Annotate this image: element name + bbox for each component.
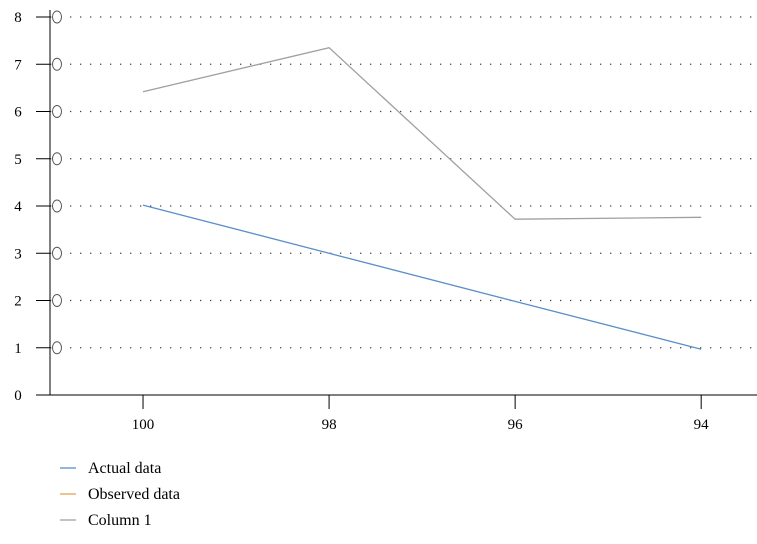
y-tick-label: 4: [14, 199, 22, 215]
y-axis-marker: [52, 199, 62, 213]
y-axis-marker: [52, 246, 62, 260]
legend-label: Observed data: [88, 486, 180, 503]
y-axis-marker: [52, 10, 62, 24]
legend-label: Actual data: [88, 460, 161, 477]
series-lines: [142, 46, 702, 350]
y-tick-label: 2: [14, 294, 22, 310]
x-tick-label: 98: [322, 417, 337, 433]
x-axis-ticks: 100 98 96 94: [132, 395, 709, 433]
y-axis-markers: [52, 10, 62, 355]
y-axis-marker: [52, 152, 62, 166]
y-axis-marker: [52, 294, 62, 307]
y-tick-label: 8: [14, 10, 22, 26]
y-axis-marker: [52, 341, 62, 355]
y-axis-marker: [52, 57, 62, 71]
y-tick-label: 0: [14, 388, 22, 404]
y-tick-label: 5: [14, 152, 22, 168]
legend: Actual data Observed data Column 1: [60, 460, 180, 529]
y-tick-label: 7: [14, 57, 22, 73]
axes: [49, 10, 757, 396]
y-tick-label: 1: [14, 341, 22, 357]
series-line-actual-data: [142, 204, 702, 350]
y-tick-label: 6: [14, 105, 22, 121]
y-axis-ticks: 0 1 2 3 4 5 6 7 8: [14, 10, 50, 404]
x-tick-label: 100: [132, 417, 155, 433]
x-tick-label: 94: [694, 417, 710, 433]
y-tick-label: 3: [14, 246, 22, 262]
y-axis-marker: [52, 105, 62, 118]
x-tick-label: 96: [508, 417, 524, 433]
grid-lines: [50, 16, 757, 349]
legend-label: Column 1: [88, 512, 152, 529]
series-line-column-1: [142, 46, 702, 220]
